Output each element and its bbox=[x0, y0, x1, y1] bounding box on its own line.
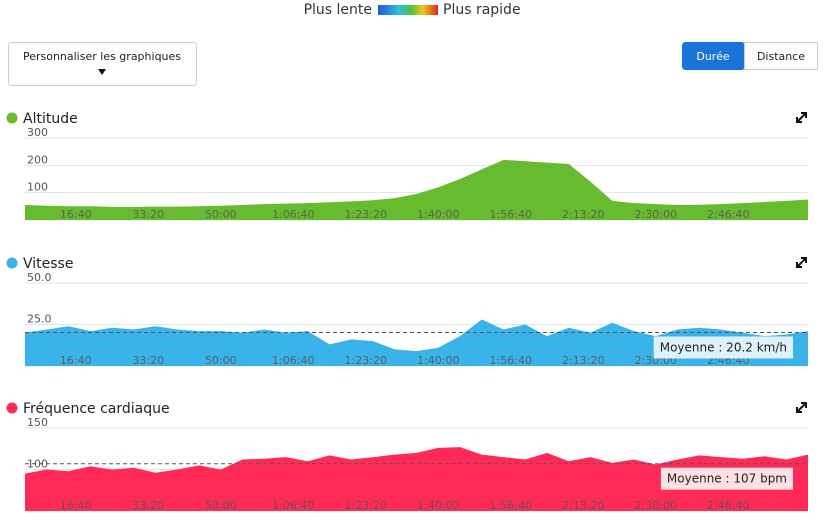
expand-icon bbox=[796, 112, 807, 123]
x-tick-label: 2:46:40 bbox=[707, 499, 749, 512]
y-tick-label: 300 bbox=[27, 126, 48, 139]
dropdown-caret bbox=[98, 69, 106, 75]
chart-title: Fréquence cardiaque bbox=[23, 401, 170, 417]
x-tick-label: 1:23:20 bbox=[345, 499, 387, 512]
toggle-distance-label: Distance bbox=[757, 50, 805, 63]
x-tick-label: 2:46:40 bbox=[707, 208, 749, 221]
x-tick-label: 1:06:40 bbox=[272, 208, 314, 221]
y-tick-label: 25.0 bbox=[27, 313, 52, 326]
series-dot bbox=[6, 112, 18, 124]
x-tick-label: 50:00 bbox=[205, 208, 237, 221]
x-tick-label: 2:13:20 bbox=[562, 208, 604, 221]
average-box bbox=[660, 467, 793, 490]
chart-title: Altitude bbox=[23, 111, 78, 127]
y-tick-label: 100 bbox=[27, 181, 48, 194]
average-label: Moyenne : 20.2 km/h bbox=[660, 340, 787, 354]
x-tick-label: 2:30:00 bbox=[635, 208, 677, 221]
area bbox=[25, 159, 808, 220]
x-tick-label: 1:56:40 bbox=[490, 499, 532, 512]
x-tick-label: 16:40 bbox=[60, 354, 92, 367]
customize-button[interactable] bbox=[8, 42, 197, 86]
x-tick-label: 1:06:40 bbox=[272, 354, 314, 367]
toggle-duration-label: Durée bbox=[696, 50, 729, 63]
average-box bbox=[653, 336, 793, 359]
average-label: Moyenne : 107 bpm bbox=[667, 472, 787, 486]
x-tick-label: 2:30:00 bbox=[635, 499, 677, 512]
legend-fast: Plus rapide bbox=[443, 2, 521, 18]
customize-label: Personnaliser les graphiques bbox=[23, 50, 181, 63]
x-tick-label: 2:13:20 bbox=[562, 499, 604, 512]
x-tick-label: 33:20 bbox=[132, 208, 164, 221]
x-tick-label: 1:23:20 bbox=[345, 354, 387, 367]
x-tick-label: 2:13:20 bbox=[562, 354, 604, 367]
average-badge: Moyenne : 20.2 km/h bbox=[653, 336, 793, 359]
x-tick-label: 1:56:40 bbox=[490, 354, 532, 367]
legend-slow: Plus lente bbox=[304, 2, 372, 18]
x-tick-label: 16:40 bbox=[60, 208, 92, 221]
y-tick-label: 100 bbox=[27, 458, 48, 471]
average-badge: Moyenne : 107 bpm bbox=[660, 467, 793, 490]
chart-title: Vitesse bbox=[23, 256, 73, 272]
area bbox=[25, 447, 808, 511]
area bbox=[25, 319, 808, 366]
expand-icon bbox=[796, 257, 807, 268]
x-tick-label: 33:20 bbox=[132, 499, 164, 512]
series-dot bbox=[6, 402, 18, 414]
x-tick-label: 1:56:40 bbox=[490, 208, 532, 221]
x-tick-label: 50:00 bbox=[205, 499, 237, 512]
legend-gradient bbox=[378, 5, 438, 15]
x-tick-label: 1:23:20 bbox=[345, 208, 387, 221]
x-tick-label: 1:06:40 bbox=[272, 499, 314, 512]
x-tick-label: 1:40:00 bbox=[417, 499, 459, 512]
expand-icon bbox=[796, 402, 807, 413]
x-tick-label: 50:00 bbox=[205, 354, 237, 367]
x-tick-label: 1:40:00 bbox=[417, 208, 459, 221]
x-tick-label: 1:40:00 bbox=[417, 354, 459, 367]
y-tick-label: 50.0 bbox=[27, 271, 52, 284]
x-tick-label: 33:20 bbox=[132, 354, 164, 367]
toggle-distance[interactable] bbox=[744, 42, 818, 70]
y-tick-label: 200 bbox=[27, 153, 48, 166]
series-dot bbox=[6, 257, 18, 269]
y-tick-label: 150 bbox=[27, 416, 48, 429]
x-tick-label: 16:40 bbox=[60, 499, 92, 512]
